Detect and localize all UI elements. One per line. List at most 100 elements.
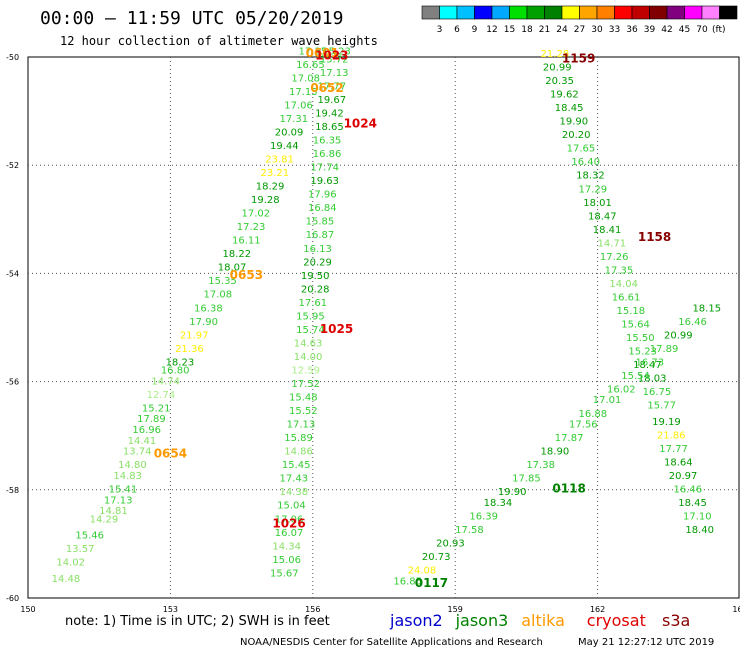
y-tick-label: -58 bbox=[6, 486, 19, 495]
swh-value: 14.74 bbox=[151, 376, 180, 387]
swh-value: 14.29 bbox=[90, 514, 119, 525]
scale-swatch bbox=[526, 5, 545, 20]
swh-value: 17.29 bbox=[579, 184, 608, 195]
swh-value: 12.59 bbox=[291, 365, 320, 376]
time-label: 0653 bbox=[230, 268, 263, 282]
swh-value: 15.41 bbox=[109, 485, 138, 496]
swh-value: 14.41 bbox=[128, 436, 157, 447]
axis-ticks: 150 153 156 159 162 165 -50 -52 -54 -56 -58 -60 bbox=[6, 53, 740, 614]
scale-swatch bbox=[649, 5, 668, 20]
swh-value: 19.63 bbox=[310, 176, 339, 187]
swh-value: 18.47 bbox=[633, 360, 662, 371]
swh-value: 17.01 bbox=[593, 395, 622, 406]
scale-swatch bbox=[596, 5, 615, 20]
swh-value: 15.06 bbox=[272, 555, 301, 566]
swh-value: 14.83 bbox=[113, 471, 142, 482]
swh-value: 16.85 bbox=[393, 576, 422, 587]
swh-value: 17.96 bbox=[308, 190, 337, 201]
swh-value: 15.52 bbox=[289, 406, 318, 417]
swh-value: 16.61 bbox=[612, 292, 641, 303]
swh-value: 17.89 bbox=[650, 344, 679, 355]
swh-value: 16.11 bbox=[232, 236, 261, 247]
scale-label: 45 bbox=[679, 25, 690, 35]
swh-value: 19.90 bbox=[498, 487, 527, 498]
swh-value: 17.08 bbox=[291, 73, 320, 84]
swh-value: 14.02 bbox=[56, 558, 85, 569]
swh-value: 18.23 bbox=[166, 357, 195, 368]
scale-label: 27 bbox=[574, 25, 585, 35]
swh-value: 18.65 bbox=[315, 122, 344, 133]
swh-value: 12.74 bbox=[147, 390, 176, 401]
scale-label: 18 bbox=[521, 25, 533, 35]
scale-label: 30 bbox=[591, 25, 603, 35]
swh-value: 17.15 bbox=[289, 87, 318, 98]
swh-value: 18.03 bbox=[638, 374, 667, 385]
scale-swatch bbox=[421, 5, 440, 20]
swh-value: 20.73 bbox=[422, 552, 451, 563]
swh-values: 14.4814.0213.5715.4614.2914.8117.1315.41… bbox=[52, 46, 721, 587]
scale-label: 6 bbox=[454, 25, 460, 35]
swh-value: 17.08 bbox=[204, 290, 233, 301]
grid-lines bbox=[28, 57, 740, 598]
swh-value: 15.45 bbox=[282, 460, 311, 471]
swh-value: 20.93 bbox=[436, 539, 465, 550]
swh-value: 17.89 bbox=[137, 414, 166, 425]
chart-subtitle: 12 hour collection of altimeter wave hei… bbox=[60, 34, 378, 48]
swh-value: 15.23 bbox=[322, 46, 351, 57]
x-tick-label: 153 bbox=[163, 605, 178, 614]
mission-jason2: jason2 bbox=[389, 611, 443, 630]
swh-value: 21.86 bbox=[657, 430, 686, 441]
swh-value: 16.75 bbox=[643, 387, 672, 398]
y-tick-label: -54 bbox=[6, 269, 19, 278]
swh-value: 15.77 bbox=[647, 401, 676, 412]
swh-value: 15.35 bbox=[208, 276, 237, 287]
swh-value: 15.18 bbox=[617, 306, 646, 317]
swh-value: 15.64 bbox=[621, 320, 650, 331]
swh-value: 15.48 bbox=[289, 393, 318, 404]
x-tick-label: 156 bbox=[305, 605, 320, 614]
swh-value: 14.04 bbox=[609, 279, 638, 290]
time-label: 1025 bbox=[320, 322, 353, 336]
swh-value: 15.74 bbox=[296, 325, 325, 336]
x-tick-label: 159 bbox=[448, 605, 463, 614]
scale-swatch bbox=[666, 5, 685, 20]
swh-value: 17.61 bbox=[298, 298, 327, 309]
swh-value: 13.74 bbox=[123, 447, 152, 458]
swh-value: 15.85 bbox=[306, 217, 335, 228]
mission-s3a: s3a bbox=[662, 611, 690, 630]
mission-cryosat: cryosat bbox=[587, 611, 646, 630]
swh-value: 18.01 bbox=[583, 198, 612, 209]
swh-value: 14.63 bbox=[294, 338, 323, 349]
swh-value: 20.99 bbox=[543, 63, 572, 74]
swh-value: 17.52 bbox=[291, 379, 320, 390]
swh-value: 20.29 bbox=[303, 257, 332, 268]
swh-value: 19.28 bbox=[251, 195, 280, 206]
swh-value: 14.81 bbox=[99, 506, 128, 517]
swh-value: 16.65 bbox=[296, 60, 325, 71]
scale-label: 3 bbox=[437, 25, 443, 35]
swh-value: 17.02 bbox=[242, 209, 271, 220]
scale-label: 9 bbox=[472, 25, 478, 35]
x-tick-label: 150 bbox=[20, 605, 35, 614]
swh-value: 16.40 bbox=[571, 157, 600, 168]
scale-swatch bbox=[631, 5, 650, 20]
plot-border bbox=[27, 56, 740, 599]
swh-value: 20.99 bbox=[664, 330, 693, 341]
swh-value: 15.67 bbox=[270, 568, 299, 579]
swh-value: 15.46 bbox=[75, 530, 104, 541]
scale-swatch bbox=[614, 5, 633, 20]
swh-value: 17.23 bbox=[237, 222, 266, 233]
swh-value: 18.45 bbox=[555, 103, 584, 114]
time-label: 1023 bbox=[315, 49, 348, 63]
y-tick-label: -56 bbox=[6, 378, 19, 387]
scale-label: 12 bbox=[486, 25, 497, 35]
swh-value: 19.42 bbox=[315, 109, 344, 120]
swh-value: 18.40 bbox=[685, 525, 714, 536]
swh-value: 17.13 bbox=[104, 495, 133, 506]
swh-value: 17.06 bbox=[275, 514, 304, 525]
swh-value: 17.26 bbox=[600, 252, 629, 263]
swh-value: 15.72 bbox=[320, 54, 349, 65]
swh-value: 15.54 bbox=[621, 371, 650, 382]
footer-note: note: 1) Time is in UTC; 2) SWH is in fe… bbox=[65, 614, 330, 629]
swh-value: 17.10 bbox=[683, 512, 712, 523]
